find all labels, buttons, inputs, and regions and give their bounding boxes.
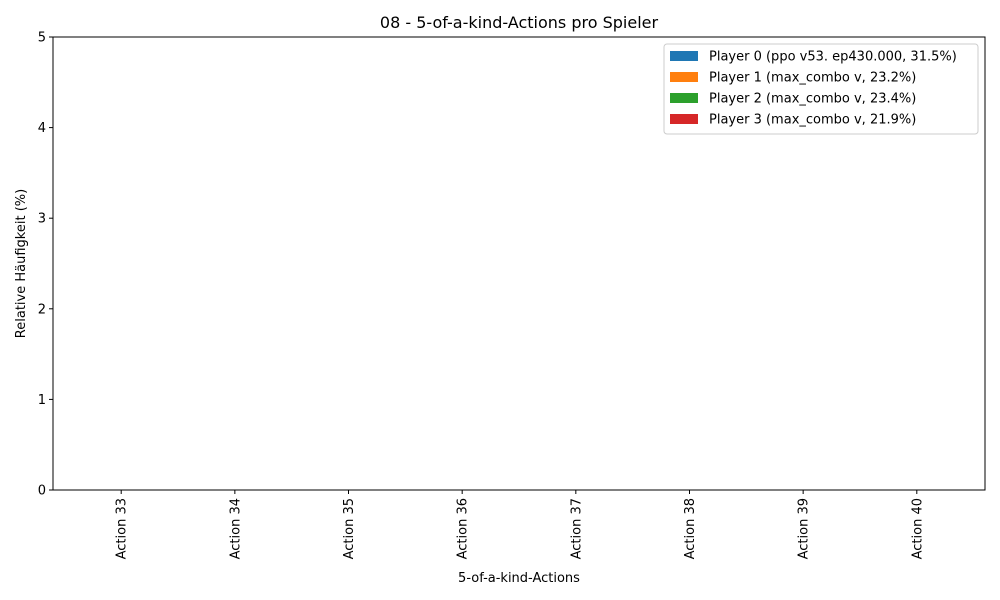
legend-frame <box>663 43 979 135</box>
y-axis-ticks: 0 1 2 3 4 5 <box>38 31 53 499</box>
y-tick-label: 1 <box>38 393 46 408</box>
chart-title: 08 - 5-of-a-kind-Actions pro Spieler <box>380 13 659 32</box>
y-tick-label: 2 <box>38 302 46 317</box>
y-tick-label: 0 <box>38 484 46 499</box>
legend-swatch <box>670 72 698 82</box>
x-tick-label: Action 40 <box>910 498 925 559</box>
legend-label: Player 3 (max_combo v, 21.9%) <box>709 113 916 128</box>
legend-swatch <box>670 93 698 103</box>
x-tick-label: Action 37 <box>569 498 584 559</box>
x-tick-label: Action 35 <box>342 498 357 559</box>
x-axis-ticks: Action 33 Action 34 Action 35 Action 36 Acti… <box>115 490 925 559</box>
x-axis-label: 5-of-a-kind-Actions <box>458 571 580 586</box>
x-tick-label: Action 38 <box>683 498 698 559</box>
x-tick-label: Action 39 <box>797 498 812 559</box>
legend-swatch <box>670 51 698 61</box>
legend-swatch <box>670 114 698 124</box>
y-tick-label: 4 <box>38 121 46 136</box>
legend-label: Player 1 (max_combo v, 23.2%) <box>709 71 916 86</box>
legend: Player 0 (ppo v53. ep430.000, 31.5%) Play… <box>663 43 979 135</box>
legend-label: Player 0 (ppo v53. ep430.000, 31.5%) <box>709 50 957 65</box>
y-axis-label: Relative Häufigkeit (%) <box>14 189 29 338</box>
legend-label: Player 2 (max_combo v, 23.4%) <box>709 92 916 107</box>
y-tick-label: 3 <box>38 212 46 227</box>
x-tick-label: Action 34 <box>228 498 243 559</box>
x-tick-label: Action 36 <box>456 498 471 559</box>
x-tick-label: Action 33 <box>115 498 130 559</box>
y-tick-label: 5 <box>38 31 46 46</box>
plot-frame <box>52 36 986 491</box>
